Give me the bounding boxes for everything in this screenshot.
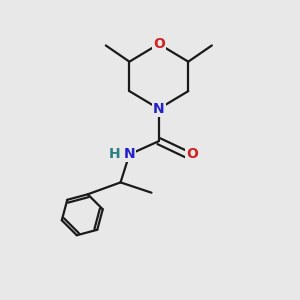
Text: O: O [186,147,198,161]
Text: N: N [153,102,165,116]
Text: O: O [153,37,165,51]
Text: H: H [108,147,120,161]
Text: N: N [124,147,135,161]
